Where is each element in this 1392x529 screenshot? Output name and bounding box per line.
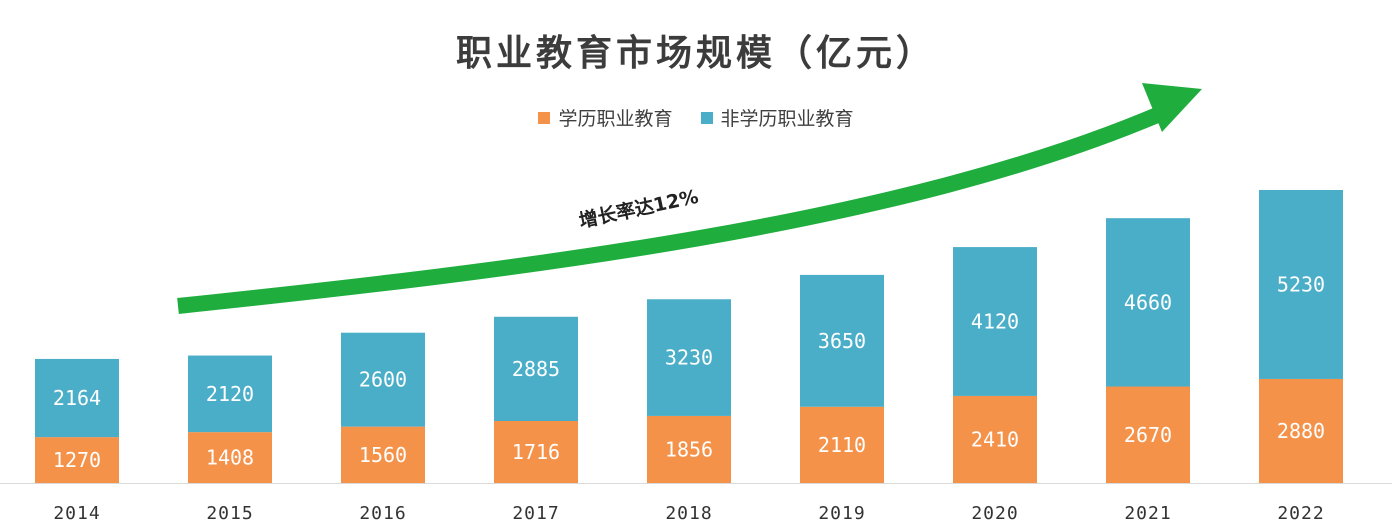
bar-non-academic-2020 <box>953 247 1037 396</box>
bar-non-academic-2018 <box>647 299 731 416</box>
bar-value-non-academic-2017: 2885 <box>512 357 560 381</box>
bar-academic-2022 <box>1259 378 1343 483</box>
legend-label-academic: 学历职业教育 <box>558 108 673 130</box>
chart-title: 职业教育市场规模（亿元） <box>455 33 936 74</box>
x-tick-2016: 2016 <box>359 503 406 524</box>
bar-academic-2021 <box>1106 386 1190 483</box>
bar-non-academic-2015 <box>188 355 272 433</box>
x-tick-2017: 2017 <box>512 503 559 524</box>
bar-value-academic-2022: 2880 <box>1277 419 1325 443</box>
x-tick-2020: 2020 <box>971 503 1018 524</box>
bar-value-non-academic-2018: 3230 <box>665 346 713 370</box>
bar-academic-2018 <box>647 415 731 483</box>
bar-academic-2015 <box>188 432 272 483</box>
bar-value-academic-2018: 1856 <box>665 437 713 461</box>
bar-non-academic-2019 <box>800 274 884 407</box>
bar-value-academic-2020: 2410 <box>971 427 1019 451</box>
bar-academic-2014 <box>35 437 119 483</box>
growth-annotation: 增长率达12% <box>577 185 701 233</box>
bar-value-academic-2015: 1408 <box>206 446 254 470</box>
bar-value-non-academic-2019: 3650 <box>818 329 866 353</box>
bar-non-academic-2016 <box>341 332 425 427</box>
growth-arrow-head <box>1142 83 1202 132</box>
bar-non-academic-2021 <box>1106 218 1190 387</box>
legend-label-non-academic: 非学历职业教育 <box>720 108 854 130</box>
x-tick-2021: 2021 <box>1124 503 1171 524</box>
legend-swatch-non-academic <box>700 111 713 124</box>
bar-academic-2017 <box>494 421 578 483</box>
bar-non-academic-2022 <box>1259 190 1343 379</box>
bar-value-non-academic-2020: 4120 <box>971 310 1019 334</box>
bar-non-academic-2014 <box>35 358 119 438</box>
bar-value-academic-2019: 2110 <box>818 433 866 457</box>
bar-value-academic-2017: 1716 <box>512 440 560 464</box>
x-tick-2018: 2018 <box>665 503 712 524</box>
growth-arrow-shaft <box>177 105 1166 314</box>
bar-academic-2020 <box>953 395 1037 483</box>
bar-value-academic-2021: 2670 <box>1124 423 1172 447</box>
legend-swatch-academic <box>538 111 551 124</box>
bar-academic-2019 <box>800 406 884 483</box>
bar-value-non-academic-2016: 2600 <box>359 368 407 392</box>
bar-value-non-academic-2014: 2164 <box>53 386 101 410</box>
bar-value-non-academic-2015: 2120 <box>206 382 254 406</box>
x-tick-2019: 2019 <box>818 503 865 524</box>
bar-value-non-academic-2021: 4660 <box>1124 290 1172 314</box>
x-tick-2022: 2022 <box>1277 503 1324 524</box>
bar-value-non-academic-2022: 5230 <box>1277 272 1325 296</box>
bar-value-academic-2014: 1270 <box>53 448 101 472</box>
bar-non-academic-2017 <box>494 316 578 422</box>
legend-item-non-academic: 非学历职业教育 <box>700 104 854 131</box>
legend: 学历职业教育 非学历职业教育 <box>0 104 1392 131</box>
legend-item-academic: 学历职业教育 <box>538 104 673 131</box>
bar-value-academic-2016: 1560 <box>359 443 407 467</box>
bar-academic-2016 <box>341 426 425 483</box>
x-tick-2014: 2014 <box>53 503 100 524</box>
x-tick-2015: 2015 <box>206 503 253 524</box>
